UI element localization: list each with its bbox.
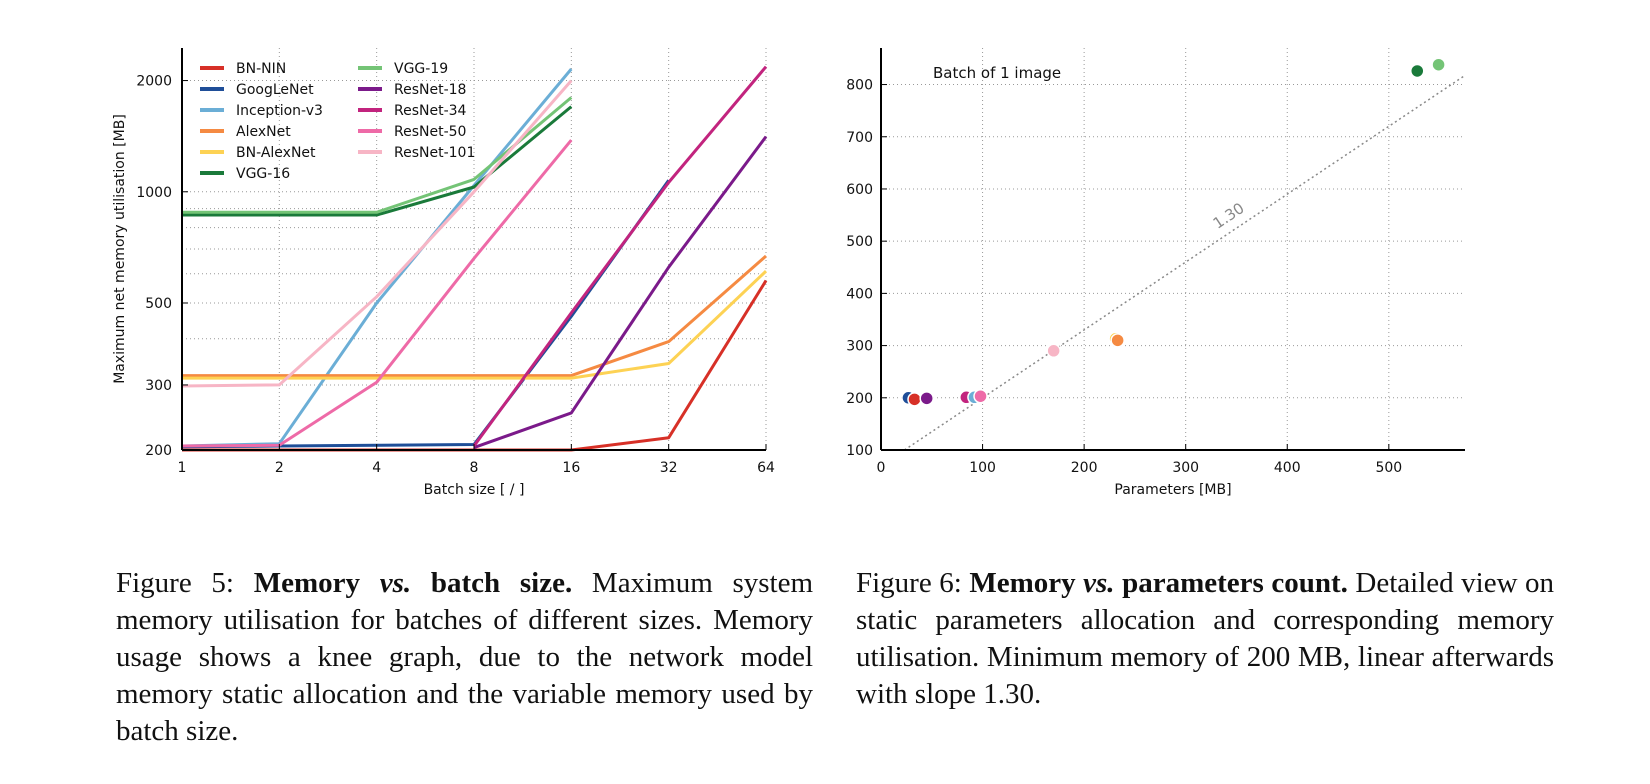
series-line-vgg-16 [182,105,573,217]
y-axis-label: Maximum net memory utilisation [MB] [112,114,128,384]
figure-5-body: Maximum system memory utilisation for ba… [116,567,814,747]
scatter-point-bn-nin [907,392,922,407]
x-axis-label: Parameters [MB] [1114,482,1231,498]
x-tick-label: 100 [969,460,996,476]
legend-label-vgg-19: VGG-19 [394,61,448,77]
scatter-point-resnet-18 [919,391,934,406]
legend-label-vgg-16: VGG-16 [236,166,290,182]
y-tick-label: 700 [846,130,873,146]
x-tick-label: 400 [1274,460,1301,476]
batch-size-memory-chart: 1 2 4 8 16 32 64 200 300 500 1000 2000 Batch size [ … [112,48,775,498]
x-tick-label: 64 [757,460,775,476]
y-tick-label: 2000 [136,74,172,90]
y-tick-label: 500 [145,296,172,312]
legend-label-resnet-101: ResNet-101 [394,145,475,161]
y-tick-label: 400 [846,286,873,302]
figure-5-label: Figure 5: [116,567,234,599]
legend-label-resnet-34: ResNet-34 [394,103,467,119]
legend-label-alexnet: AlexNet [236,124,291,140]
x-tick-label: 8 [470,460,479,476]
parameters-memory-chart: 1.300 100 200 300 400 50010020030040050060070… [846,48,1466,498]
x-tick-label: 2 [275,460,284,476]
figure-6-body: Detailed view on static parameters alloc… [856,567,1555,710]
y-tick-label: 300 [145,378,172,394]
legend-label-resnet-50: ResNet-50 [394,124,466,140]
x-tick-label: 0 [877,460,886,476]
scatter-point-alexnet [1110,333,1125,348]
x-tick-label: 200 [1071,460,1098,476]
x-tick-label: 16 [562,460,580,476]
series-line-googlenet [181,179,670,449]
x-tick-label: 1 [178,460,187,476]
series-line-bn-alexnet [182,270,768,380]
legend-label-bn-alexnet: BN-AlexNet [236,145,316,161]
figure-6-title: Memory vs. parameters count. [969,567,1348,599]
fit-line [904,74,1466,451]
legend-label-bn-nin: BN-NIN [236,61,286,77]
figure-5-caption: Figure 5: Memory vs. batch size. Maximum… [116,565,813,750]
scatter-point-resnet-50 [973,388,988,404]
series-line-resnet-50 [181,139,573,448]
y-tick-label: 1000 [136,185,172,201]
series-line-alexnet [182,254,767,378]
x-tick-label: 4 [372,460,381,476]
x-axis-label: Batch size [ / ] [424,482,525,498]
legend-label-resnet-18: ResNet-18 [394,82,466,98]
y-tick-label: 200 [846,391,873,407]
y-tick-label: 500 [846,234,873,250]
figure-6-label: Figure 6: [856,567,962,599]
x-tick-label: 300 [1172,460,1199,476]
figure-5-title: Memory vs. batch size. [253,567,573,599]
scatter-point-vgg-16 [1410,63,1425,79]
x-tick-label: 500 [1375,460,1402,476]
y-tick-label: 600 [846,182,873,198]
series-line-vgg-19 [182,96,573,214]
y-tick-label: 100 [846,443,873,459]
y-tick-label: 200 [145,443,172,459]
batch-annotation: Batch of 1 image [933,64,1061,82]
fit-line-label: 1.30 [1210,199,1248,233]
scatter-point-resnet-101 [1046,343,1061,359]
x-tick-label: 32 [660,460,678,476]
series-line-resnet-101 [181,79,573,388]
figure-6-caption: Figure 6: Memory vs. parameters count. D… [856,565,1554,713]
y-tick-label: 300 [846,339,873,355]
series-line-resnet-18 [473,135,768,450]
legend-label-inception-v3: Inception-v3 [236,103,323,119]
series-line-resnet-34 [472,65,768,447]
scatter-point-vgg-19 [1431,57,1446,72]
legend-label-googlenet: GoogLeNet [236,82,314,98]
y-tick-label: 800 [846,78,873,94]
